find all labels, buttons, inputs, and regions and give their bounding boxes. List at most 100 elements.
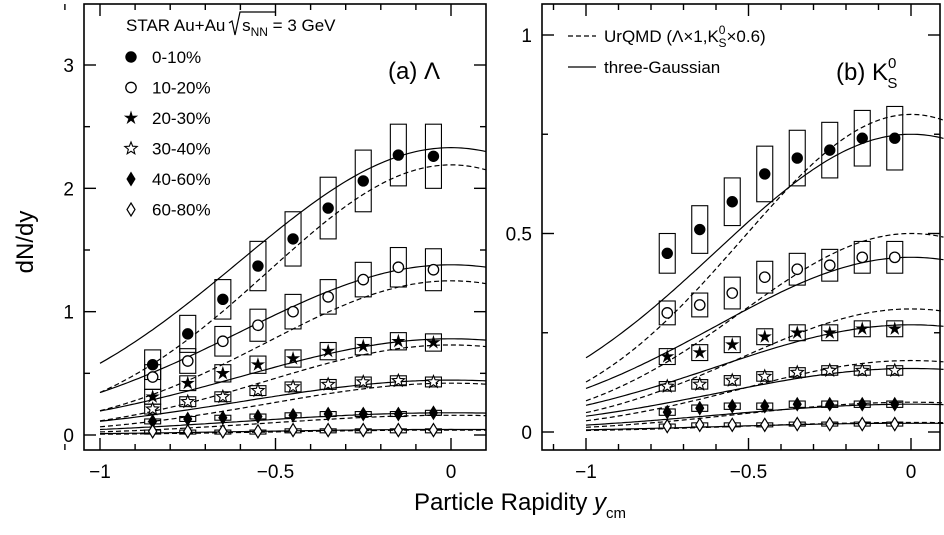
data-point (215, 365, 230, 380)
data-point (661, 307, 674, 319)
systematic-box (424, 248, 443, 292)
data-point (321, 343, 336, 358)
y-tick-label: 0 (63, 426, 74, 447)
systematic-box (691, 344, 709, 362)
data-point (887, 362, 903, 377)
three-gaussian-fit-curve (99, 146, 487, 364)
x-tick-label: 0 (906, 462, 917, 483)
systematic-box (756, 328, 774, 346)
panel-b-label: (b) K0 S (836, 55, 897, 92)
data-point (661, 247, 673, 260)
legend-label: 30-40% (152, 140, 211, 159)
data-point (824, 144, 836, 156)
legend-urqmd-text: UrQMD (Λ×1,K0 S×0.6) (604, 23, 766, 50)
data-point (182, 328, 194, 340)
y-tick-label: 1 (521, 26, 532, 47)
panel-b-curves (585, 113, 944, 432)
systematic-box (821, 248, 839, 282)
systematic-box (788, 129, 806, 187)
data-point (180, 393, 196, 409)
panel-a-title-suffix: = 3 GeV (268, 16, 336, 35)
data-point (660, 349, 675, 363)
data-point (662, 404, 672, 420)
systematic-box (723, 276, 741, 310)
panel-b-axes: −1 −0.5 0 0 0.5 1 (506, 4, 940, 483)
systematic-box (853, 240, 871, 274)
data-point (792, 396, 802, 412)
systematic-box (853, 109, 871, 167)
systematic-box (389, 246, 407, 288)
systematic-box (354, 261, 372, 298)
systematic-box (354, 149, 372, 213)
data-point (857, 396, 867, 412)
data-point (695, 417, 705, 433)
x-tick-label: −1 (89, 462, 111, 483)
data-point (180, 375, 195, 390)
panel-b-label-sup: 0 (888, 55, 896, 72)
systematic-box (821, 121, 839, 179)
data-point (285, 351, 301, 365)
systematic-box (214, 325, 232, 357)
data-point (426, 334, 441, 349)
data-point (147, 423, 158, 439)
systematic-box (249, 240, 267, 292)
data-point (425, 373, 442, 389)
data-point (322, 202, 334, 214)
data-point (145, 401, 161, 416)
three-gaussian-fit-curve (585, 256, 944, 389)
legend-marker (123, 140, 139, 155)
data-point (287, 305, 299, 318)
legend-urqmd-sub: S (718, 36, 726, 50)
y-tick-label: 1 (63, 303, 74, 324)
data-point (215, 388, 231, 404)
panel-b-label-sub: S (887, 75, 897, 92)
data-point (392, 261, 405, 274)
systematic-box (319, 279, 337, 315)
data-point (822, 362, 838, 377)
data-point (822, 325, 837, 339)
data-point (427, 150, 440, 162)
data-point (428, 405, 439, 421)
systematic-box (853, 320, 871, 338)
data-point (692, 376, 708, 391)
x-axis-title-var: y (592, 489, 608, 516)
panel-a-frame (83, 3, 487, 451)
data-point (760, 398, 770, 414)
x-tick-label: −0.5 (730, 462, 768, 483)
data-point (659, 378, 675, 393)
data-point (288, 407, 298, 423)
data-point (890, 396, 900, 412)
data-point (183, 411, 193, 427)
data-point (252, 260, 264, 272)
x-axis-title: Particle Rapidity ycm (414, 489, 626, 522)
data-point (323, 422, 333, 438)
legend-label: 20-30% (152, 109, 211, 128)
data-point (428, 422, 439, 438)
systematic-box (214, 364, 232, 383)
data-point (695, 400, 705, 416)
data-point (391, 333, 406, 348)
data-point (322, 291, 334, 303)
systematic-box (179, 314, 197, 353)
systematic-box (424, 123, 443, 189)
panel-b-label-prefix: (b) K (836, 59, 888, 86)
systematic-box (821, 324, 839, 342)
panel-b-k0s: −1 −0.5 000.51 UrQMD (Λ×1,K0 S×0.6) three-G… (506, 3, 944, 483)
data-point (857, 416, 867, 432)
systematic-box (691, 292, 709, 318)
data-point (252, 319, 264, 332)
systematic-box (723, 336, 741, 354)
systematic-box (389, 332, 407, 351)
systematic-box (756, 260, 774, 294)
systematic-box (723, 177, 741, 227)
panel-a-lambda: −1 −0.5 0 0 1 2 3 STAR Au+Au sNN = 3 GeV (a) Λ… (63, 3, 487, 483)
legend-marker (123, 110, 139, 125)
three-gaussian-fit-curve (585, 367, 944, 417)
systematic-box (249, 355, 267, 374)
systematic-box (284, 293, 302, 330)
systematic-box (424, 333, 443, 352)
panel-a-title-sqrt-sub: NN (251, 25, 268, 39)
data-point (757, 329, 772, 343)
data-point (323, 406, 333, 422)
